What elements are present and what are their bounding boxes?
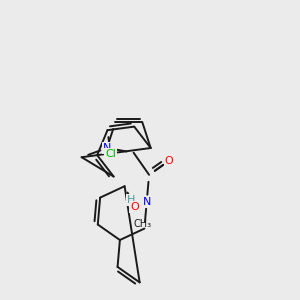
Text: N: N — [142, 197, 151, 207]
Text: O: O — [130, 202, 139, 212]
Text: CH₃: CH₃ — [133, 219, 152, 229]
Text: H: H — [126, 195, 135, 205]
Text: Cl: Cl — [105, 149, 116, 159]
Text: N: N — [103, 143, 111, 153]
Text: O: O — [165, 156, 173, 166]
